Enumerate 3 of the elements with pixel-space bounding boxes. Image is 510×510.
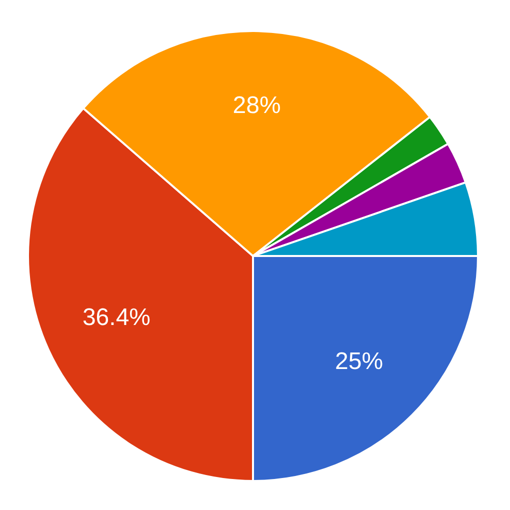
data-label: 25% — [335, 348, 384, 376]
data-label: 28% — [232, 92, 281, 120]
data-label: 36.4% — [82, 304, 151, 332]
